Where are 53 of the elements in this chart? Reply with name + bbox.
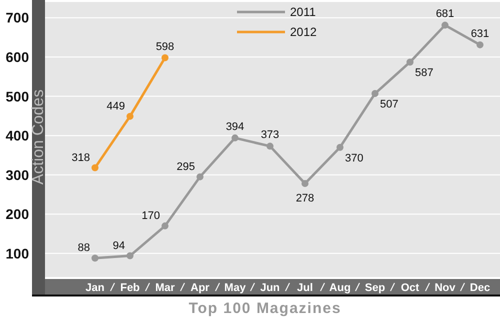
point [196,173,204,180]
x-tick-label: Apr [190,282,210,294]
x-tick-label: May [224,282,247,294]
x-tick-label: Nov [434,282,456,294]
legend-label: 2011 [290,5,316,19]
y-axis-title: Action Codes [30,89,47,185]
x-tick-label: Jun [260,282,280,294]
point [162,54,168,62]
point [126,252,134,260]
point [92,164,98,172]
data-label: 373 [260,129,280,142]
y-tick-label: 300 [6,166,30,183]
point [126,112,134,120]
legend-label: 2012 [290,25,318,39]
y-tick-label: 700 [6,10,30,26]
x-tick-label: Jan [86,282,105,294]
data-label: 295 [176,160,195,173]
data-label: 370 [345,152,364,164]
data-label: 318 [72,152,90,164]
point [92,254,98,262]
point [162,222,168,230]
data-label: 88 [78,242,90,254]
data-label: 598 [156,40,174,53]
data-label: 631 [470,28,490,40]
data-label: 394 [226,120,244,133]
x-tick-label: Dec [470,282,490,294]
x-tick-label: Sep [364,282,386,294]
point [476,41,484,48]
x-tick-label: Oct [400,282,420,294]
y-tick-label: 600 [6,49,30,65]
y-tick-label: 200 [6,206,30,222]
y-tick-label: 400 [6,128,30,144]
data-label: 507 [380,98,398,111]
point [336,144,344,151]
x-tick-label: Mar [155,282,176,294]
point [302,180,308,187]
data-label: 170 [142,210,160,222]
x-tick-label: Jul [297,282,313,294]
point [406,58,414,66]
data-label: 94 [112,240,125,252]
data-label: 587 [415,67,434,80]
point [266,142,274,150]
y-tick-label: 100 [6,245,30,262]
x-tick-label: Feb [120,282,140,294]
data-label: 449 [106,100,125,112]
y-tick-label: 500 [6,88,30,104]
point [442,22,448,29]
text: Top 100 Magazines [188,300,342,317]
point [372,90,378,98]
data-label: 681 [436,8,454,20]
point [232,134,238,142]
x-tick-label: Aug [329,282,351,294]
data-label: 278 [296,192,314,204]
